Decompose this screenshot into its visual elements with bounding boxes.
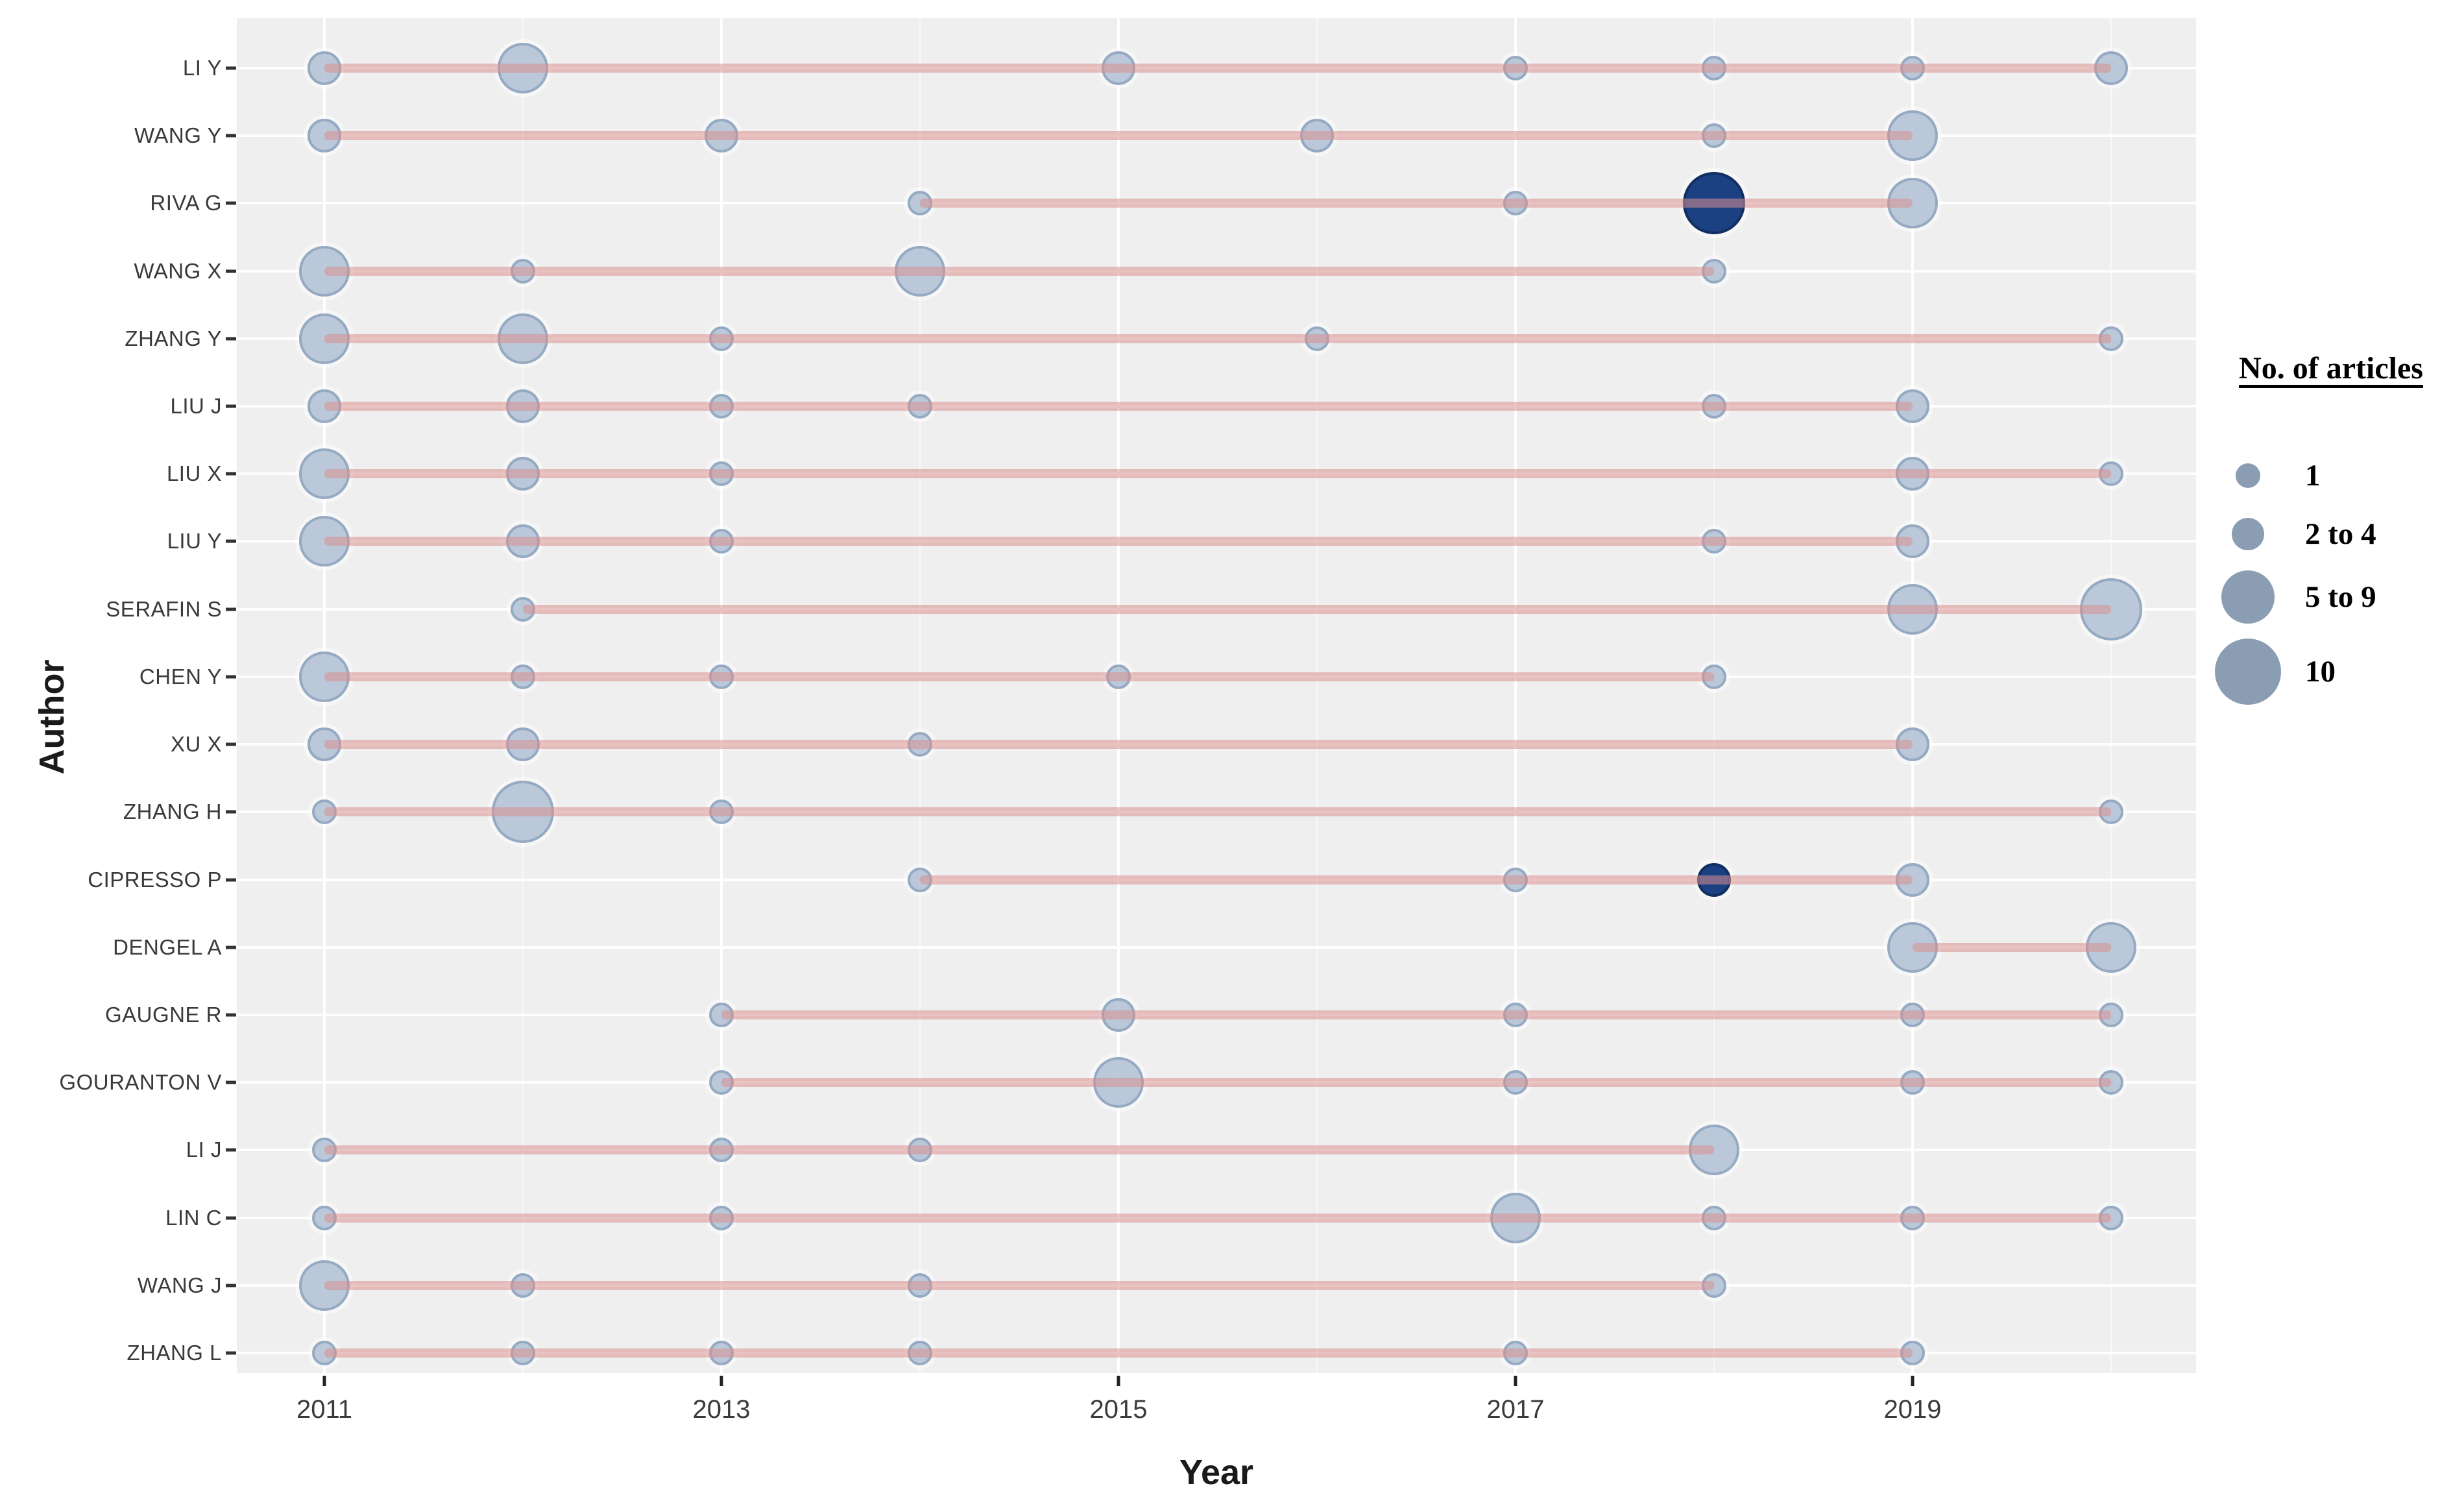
y-axis-tick (226, 607, 236, 611)
x-tick-label: 2011 (296, 1395, 353, 1424)
author-label: ZHANG Y (125, 326, 222, 350)
range-line (324, 131, 1913, 141)
y-axis-tick (226, 472, 236, 476)
y-axis-tick (226, 1351, 236, 1355)
author-label: WANG Y (134, 123, 222, 148)
y-axis-tick (226, 404, 236, 408)
legend-bubble (2215, 639, 2281, 705)
author-label: RIVA G (150, 191, 222, 215)
range-line (324, 266, 1714, 276)
x-axis-tick (322, 1376, 326, 1386)
author-label: SERAFIN S (106, 596, 222, 621)
minor-gridline-vertical (1316, 18, 1318, 1373)
range-line (324, 740, 1913, 750)
x-axis-tick (1117, 1376, 1120, 1386)
legend: No. of articles 1 2 to 4 5 to 9 10 (2198, 350, 2464, 714)
minor-gridline-vertical (522, 18, 524, 1373)
x-tick-label: 2015 (1089, 1395, 1148, 1424)
range-line (324, 672, 1714, 681)
range-line (1913, 942, 2111, 952)
data-point (1896, 727, 1929, 762)
author-label: ZHANG H (123, 799, 222, 824)
range-line (324, 469, 2111, 479)
range-line (324, 402, 1913, 411)
y-axis-tick (226, 1284, 236, 1287)
y-axis-tick (226, 945, 236, 949)
y-axis-tick (226, 134, 236, 138)
author-label: GAUGNE R (104, 1002, 222, 1027)
x-axis-title: Year (1179, 1453, 1254, 1492)
legend-entry-label: 10 (2305, 655, 2336, 689)
author-label: LIU X (166, 461, 222, 486)
range-line (920, 199, 1913, 208)
legend-title: No. of articles (2239, 351, 2423, 385)
major-gridline-vertical (720, 18, 723, 1373)
range-line (324, 1145, 1714, 1155)
x-axis-tick (1514, 1376, 1517, 1386)
range-line (324, 807, 2111, 817)
range-line (324, 1280, 1714, 1290)
legend-bubble (2232, 518, 2264, 550)
major-gridline-vertical (1117, 18, 1120, 1373)
author-label: GOURANTON V (59, 1070, 222, 1095)
range-line (324, 64, 2111, 73)
author-label: CHEN Y (139, 664, 222, 689)
y-axis-title: Author (32, 659, 71, 775)
y-axis-tick (226, 742, 236, 746)
major-gridline-vertical (1514, 18, 1517, 1373)
range-line (324, 1213, 2111, 1223)
legend-entry-label: 2 to 4 (2305, 517, 2376, 551)
legend-bubble (2221, 570, 2275, 624)
y-axis-tick (226, 201, 236, 205)
range-line (721, 1010, 2111, 1019)
x-tick-label: 2017 (1486, 1395, 1545, 1424)
legend-bubble (2236, 463, 2260, 488)
minor-gridline-vertical (919, 18, 921, 1373)
y-axis-tick (226, 1148, 236, 1152)
x-tick-label: 2013 (692, 1395, 751, 1424)
x-tick-label: 2019 (1883, 1395, 1942, 1424)
author-label: LIU J (170, 394, 222, 419)
author-label: LI Y (182, 56, 222, 80)
x-axis-tick (719, 1376, 723, 1386)
author-label: DENGEL A (113, 934, 222, 959)
author-label: LI J (186, 1138, 222, 1162)
author-label: WANG J (137, 1273, 222, 1297)
minor-gridline-vertical (1713, 18, 1715, 1373)
y-axis-tick (226, 269, 236, 273)
y-axis-tick (226, 1080, 236, 1084)
y-axis-tick (226, 66, 236, 70)
y-axis-tick (226, 1216, 236, 1220)
y-axis-tick (226, 539, 236, 543)
minor-gridline-vertical (2110, 18, 2112, 1373)
range-line (324, 537, 1913, 546)
y-axis-tick (226, 675, 236, 679)
major-gridline-horizontal (237, 945, 2196, 949)
y-axis-tick (226, 337, 236, 341)
y-axis-tick (226, 810, 236, 814)
major-gridline-vertical (1911, 18, 1914, 1373)
range-line (324, 1348, 1913, 1358)
author-label: LIN C (165, 1205, 222, 1230)
legend-entry-label: 5 to 9 (2305, 580, 2376, 614)
range-line (721, 1078, 2111, 1088)
y-axis-tick (226, 878, 236, 882)
range-line (523, 604, 2111, 614)
range-line (920, 875, 1913, 884)
author-label: ZHANG L (127, 1340, 222, 1365)
author-label: CIPRESSO P (88, 867, 222, 892)
y-axis-tick (226, 1013, 236, 1017)
author-label: XU X (170, 732, 222, 757)
author-label: WANG X (134, 258, 222, 283)
author-label: LIU Y (167, 529, 222, 554)
legend-entry-label: 1 (2305, 459, 2321, 493)
x-axis-tick (1911, 1376, 1914, 1386)
range-line (324, 334, 2111, 343)
